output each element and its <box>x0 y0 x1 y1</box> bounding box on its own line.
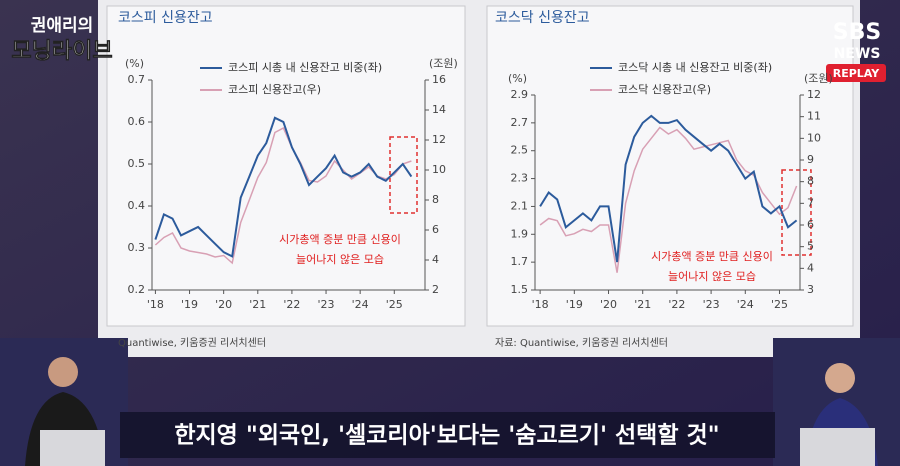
legend-label: 코스피 신용잔고(우) <box>228 83 321 96</box>
x-tick-label: '20 <box>600 298 617 311</box>
legend-label: 코스피 시총 내 신용잔고 비중(좌) <box>228 61 382 74</box>
y-tick-label: 2.3 <box>511 172 529 185</box>
series-line <box>154 126 412 265</box>
y2-tick-label: 14 <box>432 103 446 116</box>
y2-tick-label: 6 <box>432 223 439 236</box>
x-tick-label: '20 <box>215 298 232 311</box>
chart-title: 코스피 신용잔고 <box>118 10 213 26</box>
y2-tick-label: 4 <box>432 253 439 266</box>
replay-badge <box>826 64 886 82</box>
panel <box>106 5 466 327</box>
y-axis-label: (%) <box>125 57 144 70</box>
y2-tick-label: 8 <box>432 193 439 206</box>
legend-label: 코스닥 시총 내 신용잔고 비중(좌) <box>618 61 772 74</box>
y2-tick-label: 9 <box>807 153 814 166</box>
y-tick-label: 0.7 <box>128 73 146 86</box>
x-tick-label: '23 <box>318 298 335 311</box>
y2-tick-label: 8 <box>807 175 814 188</box>
y2-axis-label: (조원) <box>429 57 458 70</box>
person <box>48 357 78 387</box>
channel-logo: SBS <box>833 20 881 45</box>
x-tick-label: '25 <box>771 298 788 311</box>
panel <box>486 5 854 327</box>
series-line <box>154 116 413 258</box>
y-tick-label: 0.4 <box>128 199 146 212</box>
person <box>825 363 855 393</box>
x-tick-label: '25 <box>386 298 403 311</box>
y2-axis-label: (조원) <box>804 72 833 85</box>
x-tick-label: '19 <box>181 298 198 311</box>
x-tick-label: '22 <box>668 298 685 311</box>
laptop <box>40 430 105 466</box>
y2-tick-label: 4 <box>807 261 814 274</box>
y2-tick-label: 10 <box>807 131 821 144</box>
x-tick-label: '19 <box>566 298 583 311</box>
annotation: 늘어나지 않은 모습 <box>296 253 384 266</box>
source: 자료: Quantiwise, 키움증권 리서치센터 <box>495 337 668 349</box>
y2-tick-label: 6 <box>807 218 814 231</box>
annotation: 시가총액 증분 만큼 신용이 <box>651 250 773 263</box>
y-tick-label: 2.1 <box>511 199 529 212</box>
y2-tick-label: 11 <box>807 110 821 123</box>
series-line <box>539 114 798 263</box>
x-tick-label: '21 <box>249 298 266 311</box>
y2-tick-label: 5 <box>807 240 814 253</box>
y2-tick-label: 3 <box>807 283 814 296</box>
chart-title: 코스닥 신용잔고 <box>495 10 590 26</box>
source: Quantiwise, 키움증권 리서치센터 <box>118 337 266 349</box>
laptop <box>800 428 875 466</box>
y-tick-label: 0.2 <box>128 283 146 296</box>
caption-bar <box>120 412 775 458</box>
caption: 한지영 "외국인, '셀코리아'보다는 '숨고르기' 선택할 것" <box>174 423 719 449</box>
y2-tick-label: 2 <box>432 283 439 296</box>
x-tick-label: '18 <box>147 298 164 311</box>
y-tick-label: 2.7 <box>511 116 529 129</box>
x-tick-label: '18 <box>532 298 549 311</box>
y-tick-label: 0.5 <box>128 157 146 170</box>
annotation: 시가총액 증분 만큼 신용이 <box>279 233 401 246</box>
y2-tick-label: 12 <box>807 88 821 101</box>
y-tick-label: 2.5 <box>511 144 529 157</box>
x-tick-label: '21 <box>634 298 651 311</box>
y2-tick-label: 7 <box>807 196 814 209</box>
replay-badge: REPLAY <box>833 67 881 80</box>
y2-tick-label: 16 <box>432 73 446 86</box>
y-tick-label: 1.7 <box>511 255 529 268</box>
logo: 모닝라이브 <box>11 39 112 64</box>
annotation: 늘어나지 않은 모습 <box>668 270 756 283</box>
highlight-box <box>389 136 418 214</box>
y-tick-label: 2.9 <box>511 88 529 101</box>
y-tick-label: 0.6 <box>128 115 146 128</box>
x-tick-label: '23 <box>703 298 720 311</box>
x-tick-label: '24 <box>737 298 754 311</box>
y2-tick-label: 12 <box>432 133 446 146</box>
channel-logo: NEWS <box>834 46 881 62</box>
x-tick-label: '24 <box>352 298 369 311</box>
y-tick-label: 1.9 <box>511 227 529 240</box>
y2-tick-label: 10 <box>432 163 446 176</box>
y-tick-label: 0.3 <box>128 241 146 254</box>
legend-label: 코스닥 신용잔고(우) <box>618 83 711 96</box>
logo: 권애리의 <box>31 16 94 36</box>
x-tick-label: '22 <box>283 298 300 311</box>
y-tick-label: 1.5 <box>511 283 529 296</box>
y-axis-label: (%) <box>508 72 527 85</box>
